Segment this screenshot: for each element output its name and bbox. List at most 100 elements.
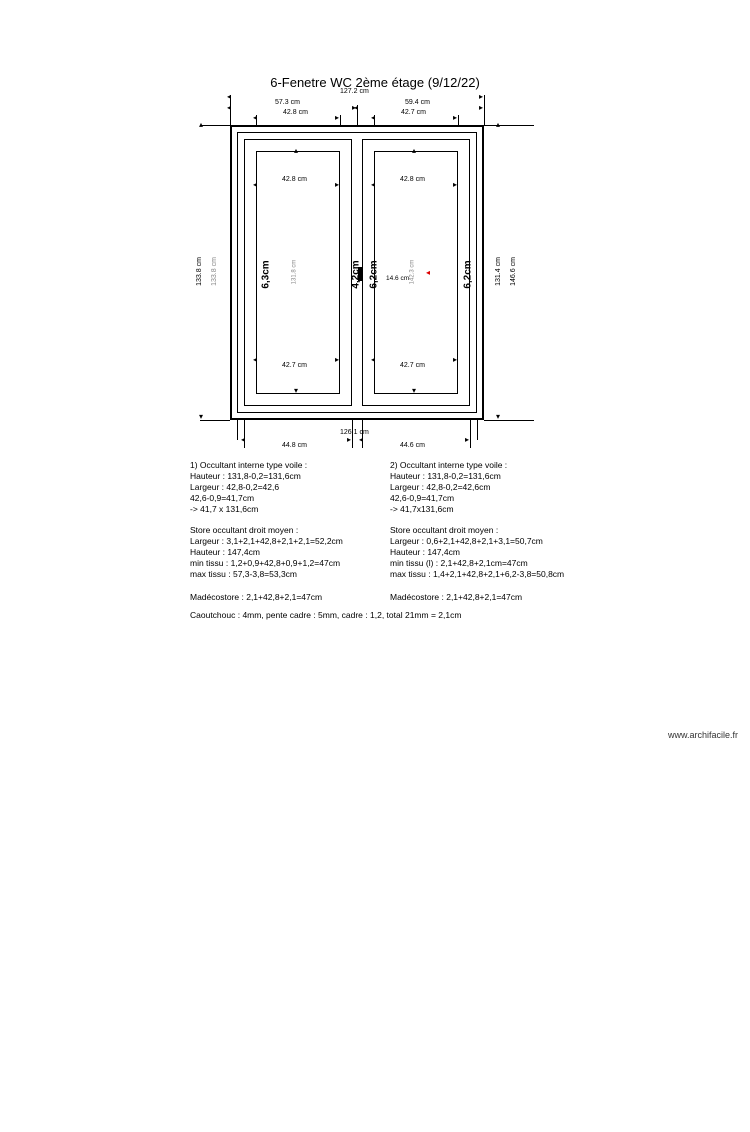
arrow-icon: ▾ xyxy=(199,413,203,421)
arrow-icon: ◂ xyxy=(227,104,231,112)
note-line: max tissu : 57,3-3,8=53,3cm xyxy=(190,569,380,580)
dim-line xyxy=(0,542,1,837)
watermark: www.archifacile.fr xyxy=(668,730,738,740)
note-line: 42,6-0,9=41,7cm xyxy=(190,493,380,504)
dim-left-glass-w: 42.8 cm xyxy=(283,109,308,116)
dim-right-glass-w: 42.7 cm xyxy=(401,109,426,116)
notes-col-2: 2) Occultant interne type voile : Hauteu… xyxy=(390,460,590,515)
arrow-icon: ◂ xyxy=(241,436,245,444)
ext-line xyxy=(477,420,478,440)
arrow-icon: ◂ xyxy=(426,269,430,277)
notes-col-2b: Store occultant droit moyen : Largeur : … xyxy=(390,525,590,580)
note-line: 42,6-0,9=41,7cm xyxy=(390,493,590,504)
arrow-icon: ◂ xyxy=(371,181,375,189)
arrow-icon: ▸ xyxy=(453,181,457,189)
note-line: Store occultant droit moyen : xyxy=(390,525,590,536)
arrow-icon: ▸ xyxy=(335,181,339,189)
page-title: 6-Fenetre WC 2ème étage (9/12/22) xyxy=(0,75,750,90)
footer-note: Caoutchouc : 4mm, pente cadre : 5mm, cad… xyxy=(190,610,461,620)
dim-outer-h-right: 131.4 cm xyxy=(495,257,502,286)
dim-right-glass-w2: 42.8 cm xyxy=(400,176,425,183)
note-line: -> 41,7 x 131,6cm xyxy=(190,504,380,515)
note-line: Hauteur : 131,8-0,2=131,6cm xyxy=(190,471,380,482)
arrow-icon: ▸ xyxy=(453,356,457,364)
notes-col-1c: Madécostore : 2,1+42,8+2,1=47cm xyxy=(190,592,380,603)
arrow-icon: ▴ xyxy=(496,121,500,129)
note-line: max tissu : 1,4+2,1+42,8+2,1+6,2-3,8=50,… xyxy=(390,569,590,580)
arrow-icon: ▸ xyxy=(479,104,483,112)
dim-left-outer-w: 57.3 cm xyxy=(275,99,300,106)
dim-red-width: 14.6 cm xyxy=(386,275,409,282)
note-line: Largeur : 42,8-0,2=42,6 xyxy=(190,482,380,493)
right-glass xyxy=(374,151,458,394)
dim-line xyxy=(0,299,1,542)
note-line: Madécostore : 2,1+42,8+2,1=47cm xyxy=(390,592,590,603)
dim-total-w: 127.2 cm xyxy=(340,88,369,95)
note-line: 2) Occultant interne type voile : xyxy=(390,460,590,471)
arrow-icon: ▴ xyxy=(294,147,298,155)
note-line: 1) Occultant interne type voile : xyxy=(190,460,380,471)
dim-glass-h-left: 133.8 cm xyxy=(211,257,218,286)
big-label-4: 6,2cm xyxy=(463,260,474,288)
window-drawing: ▸ ◂ 14.6 cm ◂ ▸ 42.8 cm ◂ ▸ 42.8 cm ◂ ▸ … xyxy=(230,125,484,420)
ext-line xyxy=(340,115,341,127)
dim-bottom-inner-w: 126.1 cm xyxy=(340,429,369,436)
dim-line xyxy=(0,4,108,5)
ext-line xyxy=(200,125,230,126)
arrow-icon: ▸ xyxy=(465,436,469,444)
dim-right-glass-w3: 42.7 cm xyxy=(400,362,425,369)
arrow-icon: ▾ xyxy=(496,413,500,421)
dim-line xyxy=(0,4,1,299)
arrow-icon: ▸ xyxy=(335,114,339,122)
arrow-icon: ▾ xyxy=(294,387,298,395)
arrow-icon: ◂ xyxy=(371,114,375,122)
dim-right-bottom-w: 44.6 cm xyxy=(400,442,425,449)
ext-line xyxy=(352,420,353,448)
arrow-icon: ◂ xyxy=(371,356,375,364)
note-line: Largeur : 42,8-0,2=42,6cm xyxy=(390,482,590,493)
arrow-icon: ◂ xyxy=(359,436,363,444)
dim-left-glass-w3: 42.7 cm xyxy=(282,362,307,369)
arrow-icon: ◂ xyxy=(227,93,231,101)
arrow-icon: ▸ xyxy=(479,93,483,101)
ext-line xyxy=(470,420,471,448)
note-line: Largeur : 3,1+2,1+42,8+2,1+2,1=52,2cm xyxy=(190,536,380,547)
arrow-icon: ◂ xyxy=(253,181,257,189)
arrow-icon: ◂ xyxy=(354,104,358,112)
ext-line xyxy=(237,420,238,440)
dim-left-glass-w2: 42.8 cm xyxy=(282,176,307,183)
note-line: Hauteur : 131,8-0,2=131,6cm xyxy=(390,471,590,482)
big-label-3: 6,2cm xyxy=(369,260,380,288)
dim-inner-h-left: 131.8 cm xyxy=(291,260,297,285)
arrow-icon: ◂ xyxy=(253,114,257,122)
arrow-icon: ◂ xyxy=(253,356,257,364)
arrow-icon: ▸ xyxy=(335,356,339,364)
arrow-icon: ▸ xyxy=(347,436,351,444)
note-line: Hauteur : 147,4cm xyxy=(190,547,380,558)
ext-line xyxy=(484,420,534,421)
big-label-2: 4,2cm xyxy=(351,260,362,288)
ext-line xyxy=(458,115,459,127)
arrow-icon: ▾ xyxy=(412,387,416,395)
arrow-icon: ▸ xyxy=(453,114,457,122)
notes-col-2c: Madécostore : 2,1+42,8+2,1=47cm xyxy=(390,592,590,603)
ext-line xyxy=(200,420,230,421)
big-label-1: 6,3cm xyxy=(261,260,272,288)
dim-line xyxy=(0,837,1,1132)
note-line: Store occultant droit moyen : xyxy=(190,525,380,536)
dim-left-bottom-w: 44.8 cm xyxy=(282,442,307,449)
arrow-icon: ▴ xyxy=(199,121,203,129)
ext-line xyxy=(484,125,534,126)
dim-outer-h-left: 133.8 cm xyxy=(196,257,203,286)
note-line: min tissu : 1,2+0,9+42,8+0,9+1,2=47cm xyxy=(190,558,380,569)
note-line: Hauteur : 147,4cm xyxy=(390,547,590,558)
dim-far-right-h: 146.6 cm xyxy=(510,257,517,286)
note-line: min tissu (l) : 2,1+42,8+2,1cm=47cm xyxy=(390,558,590,569)
notes-col-1: 1) Occultant interne type voile : Hauteu… xyxy=(190,460,380,515)
note-line: -> 41,7x131,6cm xyxy=(390,504,590,515)
note-line: Madécostore : 2,1+42,8+2,1=47cm xyxy=(190,592,380,603)
notes-col-1b: Store occultant droit moyen : Largeur : … xyxy=(190,525,380,580)
arrow-icon: ▴ xyxy=(412,147,416,155)
dim-glass-h-right: 142.3 cm xyxy=(409,260,415,285)
dim-right-outer-w: 59.4 cm xyxy=(405,99,430,106)
